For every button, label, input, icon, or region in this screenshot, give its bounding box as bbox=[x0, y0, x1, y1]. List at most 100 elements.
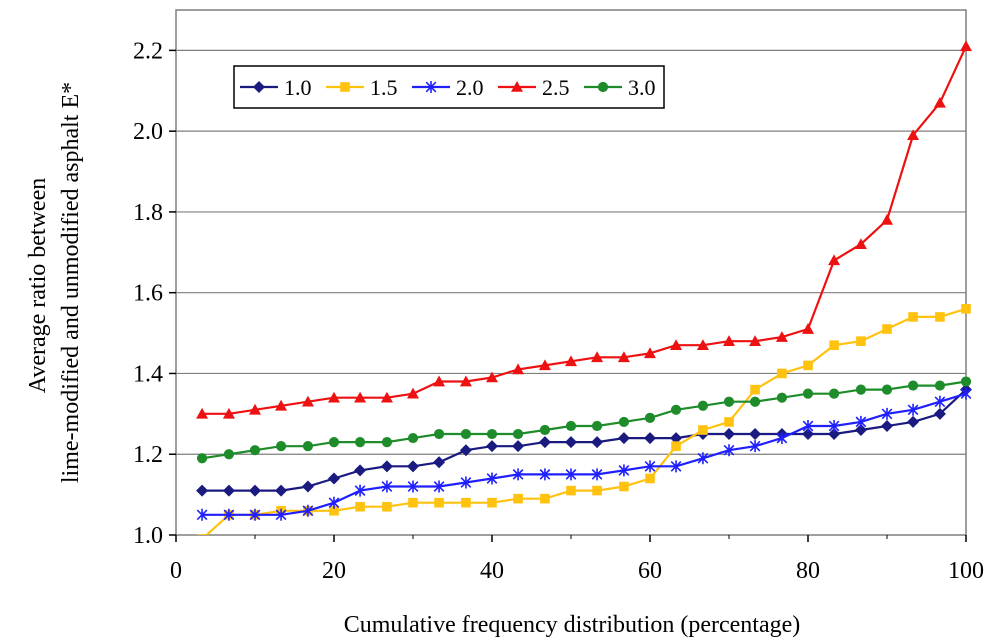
data-point bbox=[881, 384, 893, 395]
data-point bbox=[249, 484, 261, 497]
data-point bbox=[749, 440, 761, 453]
data-point bbox=[776, 392, 788, 403]
data-point bbox=[881, 407, 893, 420]
x-tick-label: 80 bbox=[796, 558, 820, 584]
data-point bbox=[907, 415, 920, 428]
data-point bbox=[355, 501, 365, 512]
data-point bbox=[512, 468, 524, 481]
data-point bbox=[328, 391, 340, 403]
data-point bbox=[670, 460, 682, 473]
data-point bbox=[723, 444, 735, 457]
data-point bbox=[434, 497, 444, 508]
data-point bbox=[487, 497, 497, 508]
data-point bbox=[592, 485, 602, 496]
data-point bbox=[670, 432, 683, 445]
x-tick-label: 60 bbox=[638, 558, 662, 584]
legend-item-2.0: 2.0 bbox=[412, 75, 484, 100]
data-point bbox=[803, 360, 813, 371]
data-point bbox=[907, 403, 919, 416]
data-point bbox=[854, 238, 867, 250]
data-point bbox=[486, 440, 498, 453]
data-point bbox=[433, 375, 446, 387]
data-point bbox=[960, 387, 972, 400]
x-tick-label: 20 bbox=[322, 558, 346, 584]
data-point bbox=[275, 441, 287, 452]
data-point bbox=[382, 501, 392, 512]
data-point bbox=[723, 428, 735, 441]
data-point bbox=[486, 371, 498, 383]
data-point bbox=[619, 481, 629, 492]
data-point bbox=[597, 81, 609, 93]
data-point bbox=[539, 424, 551, 436]
data-point bbox=[960, 40, 972, 52]
data-point bbox=[828, 388, 840, 399]
data-point bbox=[512, 363, 525, 375]
data-point bbox=[380, 391, 393, 403]
data-point bbox=[881, 214, 893, 225]
data-point bbox=[802, 428, 814, 441]
data-point bbox=[644, 432, 656, 445]
data-point bbox=[196, 407, 209, 419]
data-point bbox=[933, 407, 946, 420]
data-point bbox=[934, 380, 946, 391]
data-point bbox=[591, 351, 604, 363]
data-point bbox=[670, 404, 682, 415]
data-point bbox=[354, 437, 366, 448]
data-point bbox=[802, 388, 814, 399]
data-point bbox=[565, 468, 577, 481]
data-point bbox=[328, 472, 340, 485]
data-point bbox=[538, 436, 551, 449]
data-point bbox=[591, 420, 603, 432]
data-point bbox=[329, 505, 339, 516]
data-point bbox=[381, 437, 393, 448]
legend: 1.0 1.5 2.0 2.5 3.0 bbox=[233, 65, 665, 109]
legend-item-3.0: 3.0 bbox=[584, 75, 656, 100]
legend-item-1.0: 1.0 bbox=[240, 75, 312, 100]
legend-label: 2.0 bbox=[456, 75, 484, 100]
data-point bbox=[670, 339, 683, 350]
series-1.5 bbox=[197, 304, 971, 535]
data-point bbox=[340, 82, 350, 92]
series-1.0 bbox=[196, 383, 972, 497]
data-point bbox=[275, 399, 288, 411]
data-point bbox=[960, 376, 972, 387]
data-point bbox=[749, 428, 762, 441]
data-point bbox=[328, 496, 340, 509]
y-tick-label: 1.6 bbox=[133, 281, 163, 307]
data-point bbox=[698, 425, 708, 435]
data-point bbox=[723, 396, 735, 407]
series-2.5 bbox=[196, 40, 972, 419]
data-point bbox=[697, 452, 709, 465]
data-point bbox=[749, 335, 762, 346]
data-point bbox=[223, 449, 235, 460]
data-point bbox=[829, 340, 839, 350]
data-point bbox=[433, 456, 446, 469]
data-point bbox=[249, 445, 261, 456]
data-point bbox=[460, 476, 472, 489]
data-point bbox=[249, 403, 261, 415]
legend-label: 2.5 bbox=[542, 75, 570, 100]
data-point bbox=[565, 355, 577, 367]
data-point bbox=[935, 312, 945, 322]
data-point bbox=[407, 480, 419, 493]
data-point bbox=[828, 419, 840, 432]
data-point bbox=[855, 384, 867, 395]
data-point bbox=[223, 508, 235, 521]
tick-labels: 1.0 1.2 1.4 1.6 1.8 2.0 2.2 0 20 40 60 80 100 bbox=[133, 38, 984, 584]
data-point bbox=[591, 468, 603, 481]
data-point bbox=[645, 473, 655, 484]
axes bbox=[169, 9, 967, 542]
data-point bbox=[697, 400, 709, 411]
data-point bbox=[301, 395, 314, 407]
data-point bbox=[433, 480, 445, 493]
data-point bbox=[381, 480, 393, 493]
data-point bbox=[433, 428, 445, 440]
data-point bbox=[907, 129, 920, 140]
data-point bbox=[275, 508, 287, 521]
data-point bbox=[933, 96, 946, 108]
data-point bbox=[802, 323, 814, 334]
data-point bbox=[302, 441, 314, 452]
data-point bbox=[644, 412, 656, 423]
data-point bbox=[459, 375, 472, 387]
